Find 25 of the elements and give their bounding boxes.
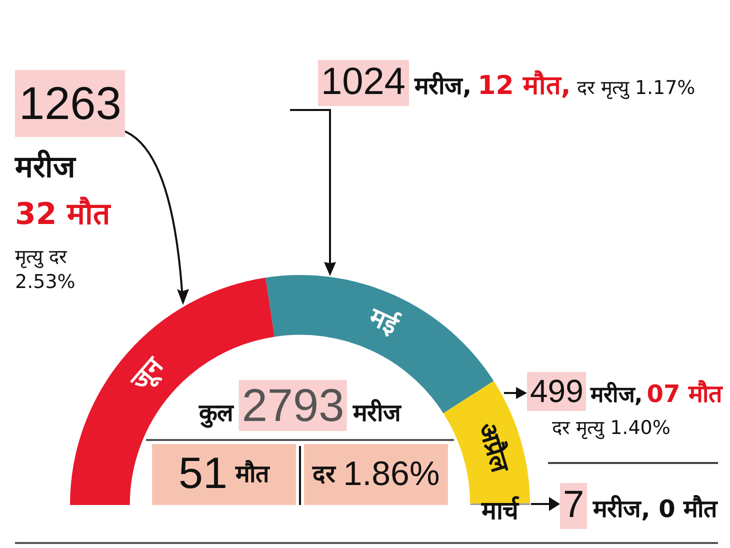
data-label: 7 <box>560 483 588 529</box>
text: मरीज, <box>590 383 643 408</box>
text: मृत्यु दर 2.53% <box>15 244 76 296</box>
text: 51 <box>178 449 228 499</box>
text: 07 मौत <box>646 380 723 408</box>
data-label: 499 <box>527 372 586 412</box>
slice-label: अप्रैल <box>472 419 516 477</box>
slice-label: जून <box>124 350 171 398</box>
text: 32 मौत <box>15 196 110 232</box>
text: मरीज <box>353 399 402 427</box>
text: दर मृत्यु 1.17% <box>576 77 696 99</box>
text: 1.86% <box>343 454 440 494</box>
text: दर मृत्यु 1.40% <box>552 417 670 439</box>
text: दर <box>312 460 336 488</box>
text: मौत <box>235 460 270 488</box>
slice-label: मई <box>364 302 404 341</box>
slice-label: मार्च <box>480 496 520 526</box>
text: कुल <box>198 399 233 427</box>
text: 12 मौत, <box>478 71 571 101</box>
data-label: 1024 <box>318 60 409 106</box>
text: मरीज, <box>414 72 472 100</box>
text: 2793 <box>238 379 348 431</box>
text: मरीज <box>15 150 75 185</box>
data-label: 1263 <box>15 70 126 137</box>
text: मरीज, 0 मौत <box>593 495 718 523</box>
